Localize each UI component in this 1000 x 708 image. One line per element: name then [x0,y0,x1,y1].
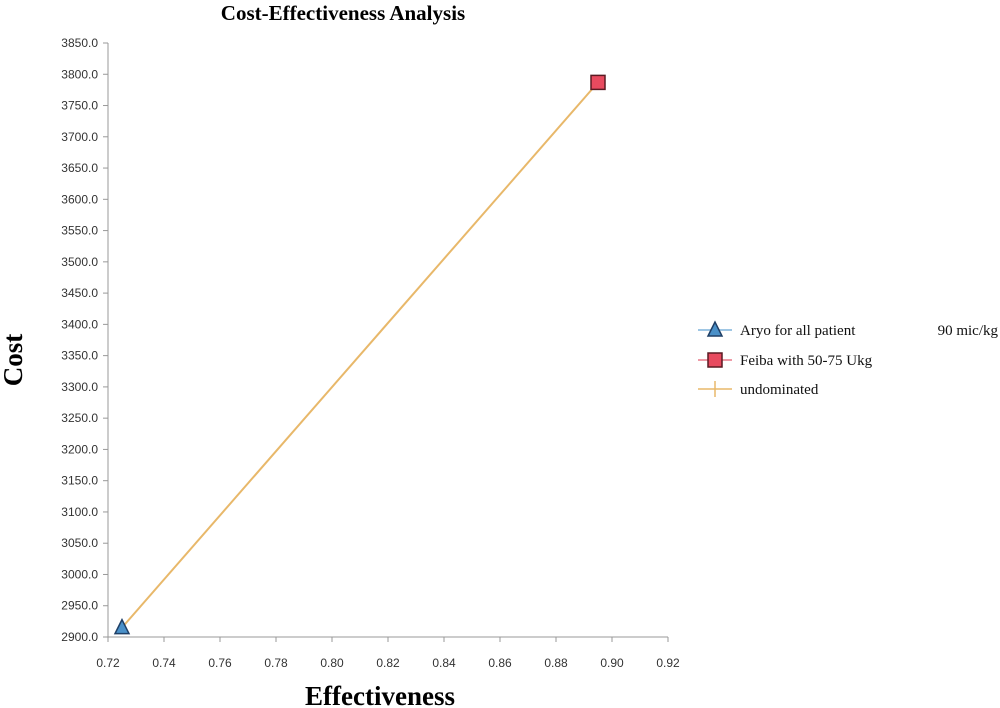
legend-label: Feiba with 50-75 Ukg [740,353,873,369]
x-axis-title: Effectiveness [305,681,455,708]
y-tick-label: 3300.0 [61,380,98,394]
legend-square-icon [707,352,723,368]
x-tick-label: 0.72 [96,656,120,670]
x-tick-label: 0.90 [600,656,624,670]
y-tick-label: 3800.0 [61,67,98,81]
y-axis-title: Cost [0,334,28,387]
chart-title: Cost-Effectiveness Analysis [221,1,465,25]
y-tick-label: 3850.0 [61,36,98,50]
y-tick-label: 3650.0 [61,161,98,175]
y-tick-label: 3700.0 [61,130,98,144]
axes: 2900.0 2950.0 3000.0 3050.0 3100.0 3150.0 3200… [61,36,680,670]
y-tick-label: 3450.0 [61,286,98,300]
y-tick-label: 3000.0 [61,567,98,581]
x-tick-label: 0.76 [208,656,232,670]
undominated-line [121,81,599,629]
y-tick-label: 3250.0 [61,411,98,425]
legend-triangle-icon [706,320,724,337]
legend-item: Aryo for all patient 90 mic/kg [698,320,999,339]
y-tick-label: 3050.0 [61,536,98,550]
x-tick-label: 0.78 [264,656,288,670]
plot-area [113,74,606,635]
y-tick-label: 3500.0 [61,255,98,269]
y-tick-label: 3150.0 [61,474,98,488]
y-tick-label: 2900.0 [61,630,98,644]
x-tick-label: 0.86 [488,656,512,670]
y-tick-label: 3200.0 [61,442,98,456]
y-tick-label: 3750.0 [61,99,98,113]
x-tick-label: 0.92 [656,656,680,670]
legend-label-suffix: 90 mic/kg [938,323,999,339]
x-tick-label: 0.82 [376,656,400,670]
legend-label: Aryo for all patient [740,323,856,339]
legend-label: undominated [740,382,819,398]
x-tick-label: 0.84 [432,656,456,670]
x-tick-label: 0.74 [152,656,176,670]
y-tick-label: 3400.0 [61,317,98,331]
y-tick-label: 3550.0 [61,224,98,238]
x-tick-label: 0.88 [544,656,568,670]
legend: Aryo for all patient 90 mic/kg Feiba with … [698,320,999,398]
legend-item: Feiba with 50-75 Ukg [698,352,873,369]
y-tick-label: 3350.0 [61,349,98,363]
y-tick-label: 3600.0 [61,192,98,206]
legend-item: undominated [698,381,819,398]
x-tick-label: 0.80 [320,656,344,670]
y-tick-label: 2950.0 [61,599,98,613]
y-tick-label: 3100.0 [61,505,98,519]
square-point-marker [590,74,606,91]
triangle-point-marker [113,617,131,635]
